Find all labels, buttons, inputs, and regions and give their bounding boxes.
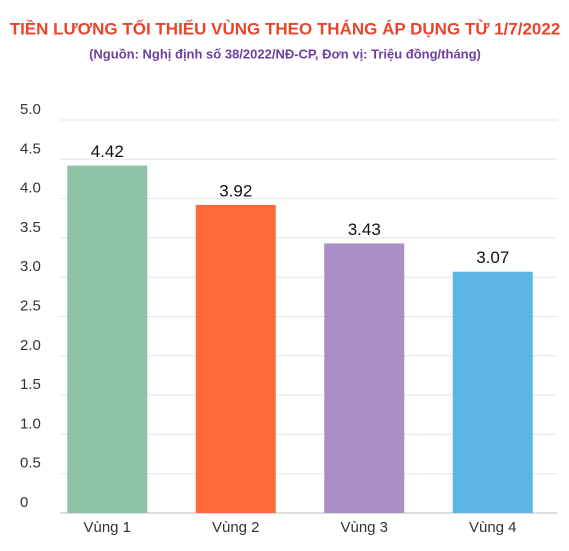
x-tick-label: Vùng 3 [340, 519, 388, 536]
x-tick-label: Vùng 1 [83, 519, 131, 536]
y-tick-label: 0.5 [20, 455, 41, 472]
value-label: 3.07 [476, 248, 509, 267]
bar [324, 243, 405, 514]
value-label: 3.43 [348, 220, 381, 239]
chart-subtitle: (Nguồn: Nghị định số 38/2022/NĐ-CP, Đơn … [89, 46, 481, 61]
y-tick-label: 4.5 [20, 140, 41, 157]
y-tick-label: 3.5 [20, 219, 41, 236]
y-tick-label: 0 [20, 494, 28, 511]
bar [452, 271, 533, 513]
y-tick-label: 4.0 [20, 180, 41, 197]
y-tick-label: 1.5 [20, 376, 41, 393]
x-tick-label: Vùng 2 [212, 519, 260, 536]
value-label: 3.92 [219, 181, 252, 200]
chart-title: TIỀN LƯƠNG TỐI THIỂU VÙNG THEO THÁNG ÁP … [10, 18, 561, 38]
y-tick-label: 2.5 [20, 297, 41, 314]
y-tick-label: 2.0 [20, 337, 41, 354]
y-tick-label: 5.0 [20, 101, 41, 118]
y-tick-label: 3.0 [20, 258, 41, 275]
value-label: 4.42 [91, 142, 124, 161]
x-tick-label: Vùng 4 [469, 519, 517, 536]
bar [67, 165, 148, 513]
y-tick-label: 1.0 [20, 415, 41, 432]
bar [195, 204, 276, 513]
